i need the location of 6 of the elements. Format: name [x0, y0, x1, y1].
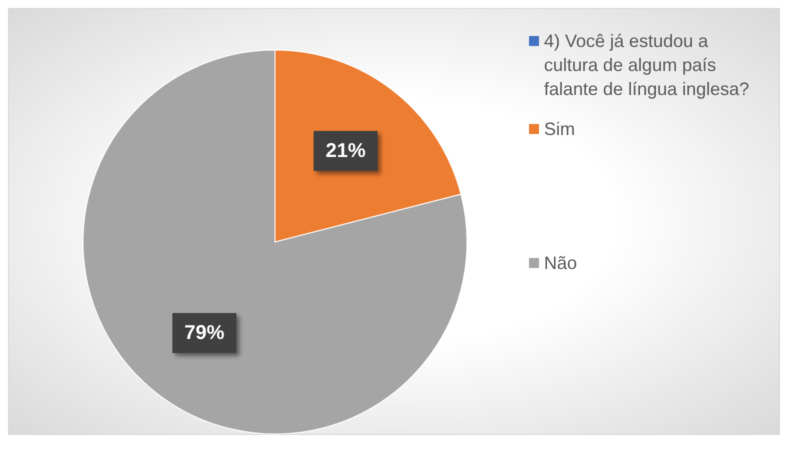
pie-slice — [82, 50, 468, 434]
legend-label: Sim — [544, 118, 575, 141]
data-label: 79% — [184, 322, 225, 344]
data-label: 21% — [326, 140, 366, 162]
slice-label: Não — [544, 252, 578, 275]
legend-label: 4) Você já estudou a cultura de algum país falante de língua inglesa? — [544, 30, 750, 101]
